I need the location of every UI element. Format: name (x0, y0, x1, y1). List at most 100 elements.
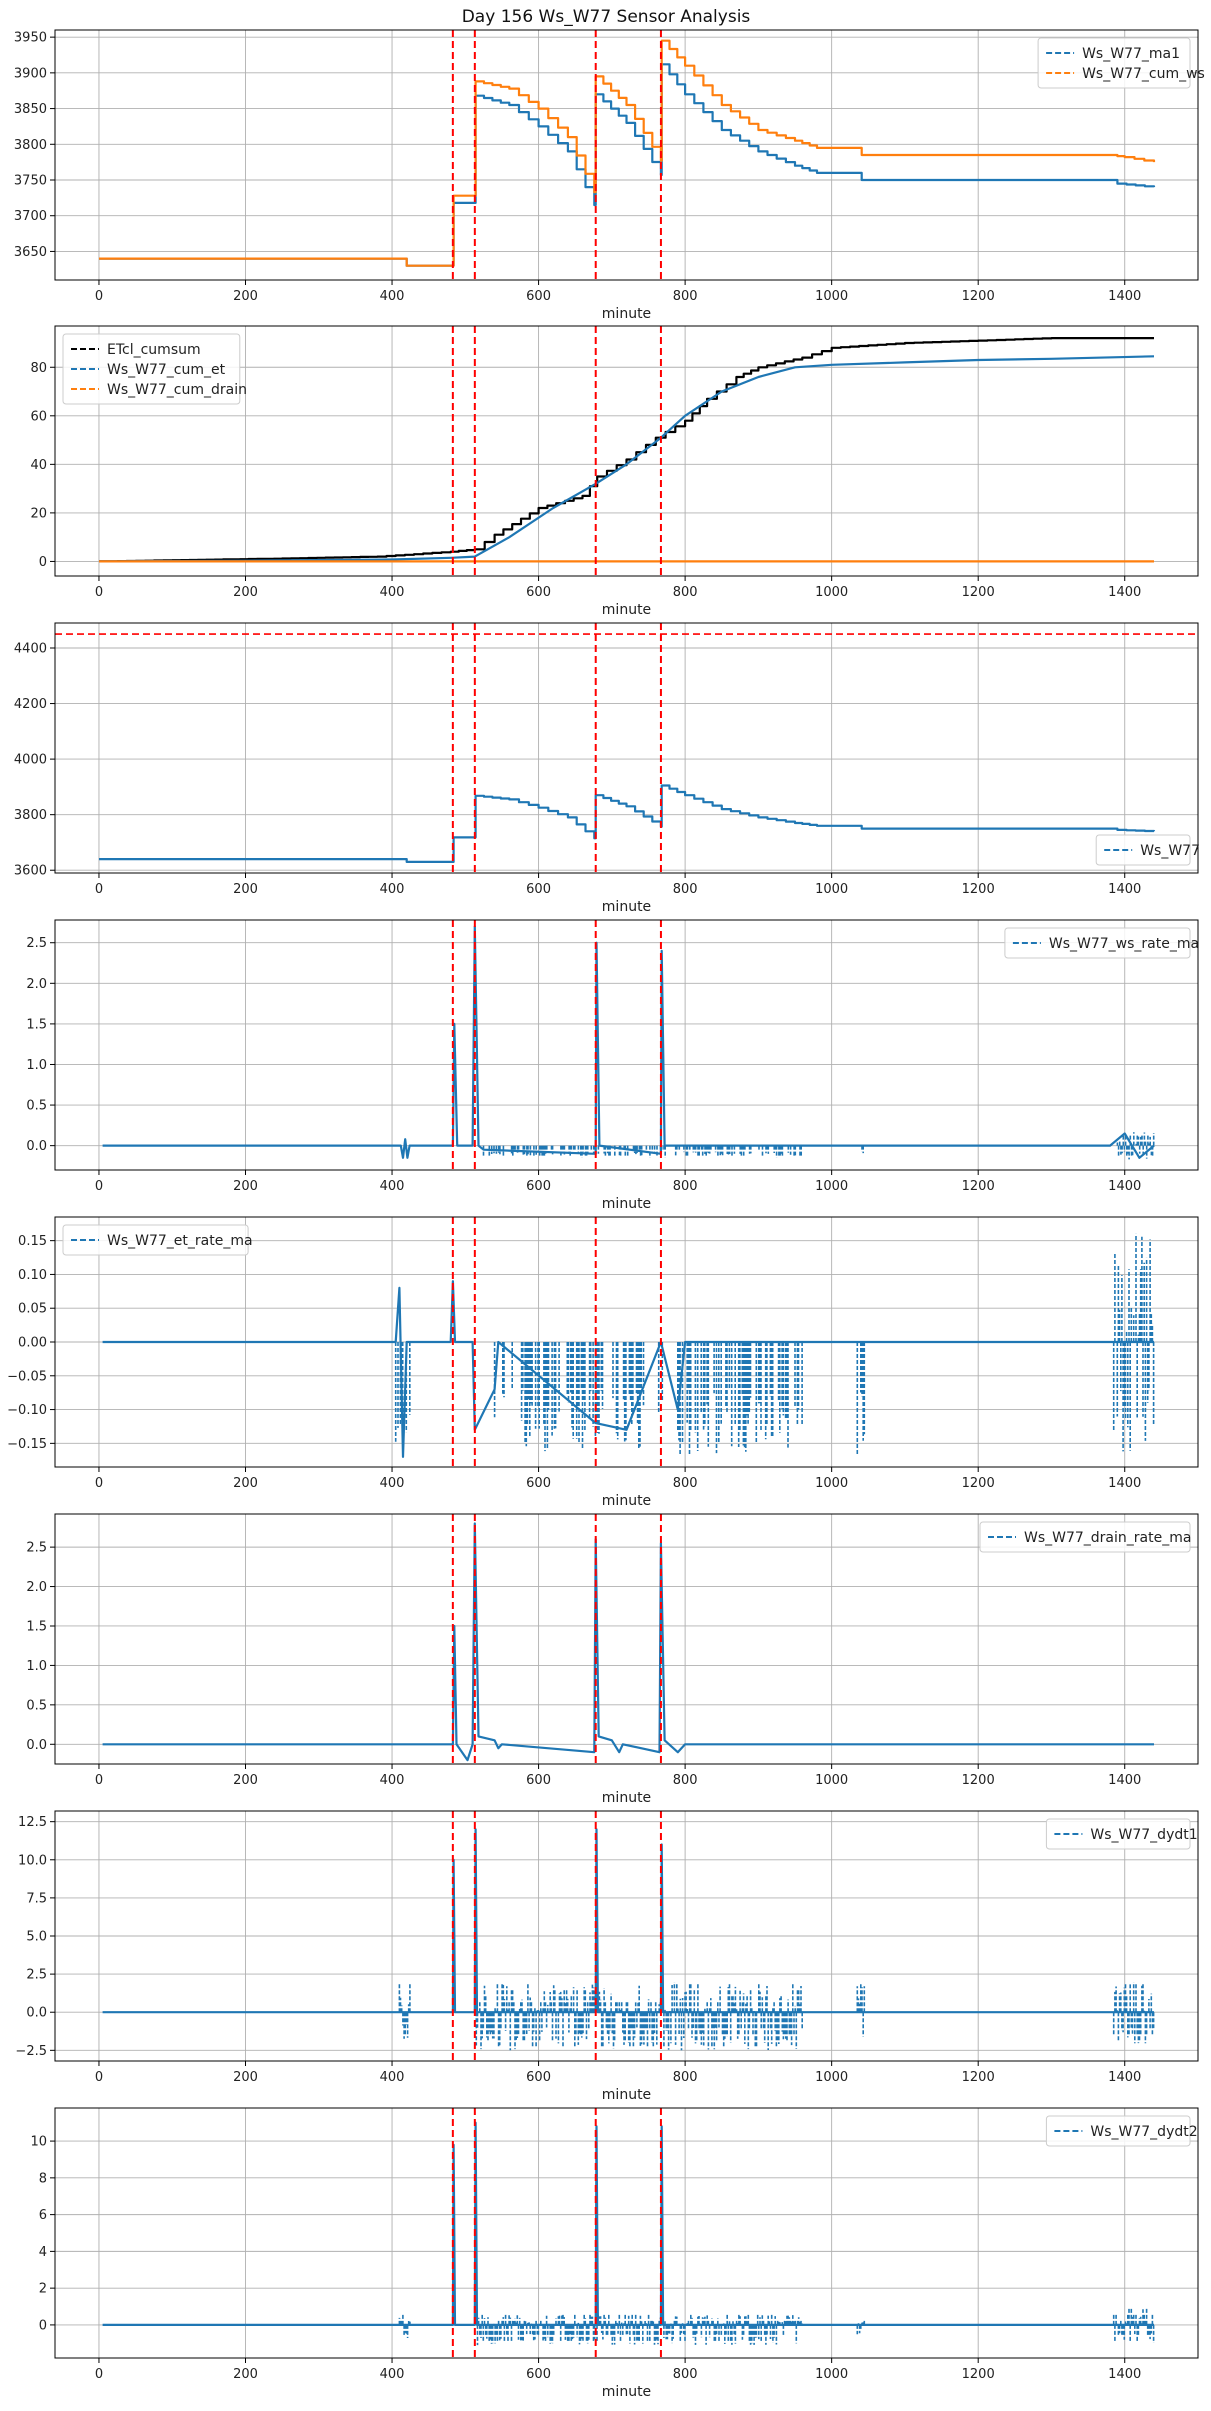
y-tick-label: 40 (30, 458, 47, 473)
x-tick-label: 0 (95, 1179, 103, 1194)
legend-label: Ws_W77 (1140, 843, 1200, 859)
legend-label: Ws_W77_cum_et (107, 362, 226, 378)
y-tick-label: 1.5 (26, 1017, 47, 1032)
y-tick-label: 1.0 (26, 1058, 47, 1073)
x-tick-label: 1400 (1108, 1476, 1141, 1491)
plot-area (102, 2108, 1155, 2358)
x-tick-label: 600 (526, 1179, 551, 1194)
legend-label: Ws_W77_cum_drain (107, 382, 247, 398)
plot-area (98, 326, 1155, 576)
x-tick-label: 1400 (1108, 2070, 1141, 2085)
x-tick-label: 200 (233, 289, 258, 304)
subplot-3: 0 200 400 600 800 1000 1200 1400 3600 3800 4000 420… (14, 622, 1200, 915)
x-tick-label: 400 (380, 2070, 405, 2085)
noise-burst (475, 2313, 803, 2346)
legend-label: Ws_W77_ma1 (1082, 46, 1180, 62)
y-tick-label: 3600 (14, 864, 47, 879)
y-tick-label: 7.5 (26, 1891, 47, 1906)
x-axis-label: minute (602, 602, 651, 618)
x-axis-label: minute (602, 1196, 651, 1212)
x-tick-label: 600 (526, 289, 551, 304)
y-tick-label: 60 (30, 409, 47, 424)
x-tick-label: 1000 (815, 1476, 848, 1491)
y-tick-label: 0.5 (26, 1099, 47, 1114)
legend-box (1045, 1818, 1191, 1850)
x-tick-label: 1200 (962, 585, 995, 600)
x-tick-label: 200 (233, 585, 258, 600)
y-tick-label: 8 (39, 2171, 47, 2186)
y-tick-label: 0.0 (26, 2006, 47, 2021)
noise-burst (856, 2320, 866, 2335)
y-tick-label: 3850 (14, 102, 47, 117)
series-Ws_W77_drain_rate_ma (102, 1522, 1154, 1762)
y-tick-label: 3750 (14, 174, 47, 189)
x-tick-label: 1400 (1108, 289, 1141, 304)
x-tick-label: 1000 (815, 1179, 848, 1194)
legend-label: Ws_W77_et_rate_ma (107, 1233, 253, 1249)
x-tick-label: 1200 (962, 1179, 995, 1194)
noise-burst (475, 1982, 803, 2051)
x-axis-label: minute (602, 899, 651, 915)
x-tick-label: 200 (233, 2070, 258, 2085)
series-ETcl_cumsum (99, 337, 1154, 563)
y-tick-label: 0.05 (18, 1302, 47, 1317)
noise-burst (856, 1983, 866, 2037)
x-tick-label: 1200 (962, 2070, 995, 2085)
x-tick-label: 400 (380, 289, 405, 304)
y-tick-label: 4400 (14, 642, 47, 657)
x-tick-label: 200 (233, 1773, 258, 1788)
legend: Ws_W77_dydt2 (1045, 2115, 1198, 2147)
x-axis-label: minute (602, 2384, 651, 2400)
x-tick-label: 800 (673, 2070, 698, 2085)
x-tick-label: 1000 (815, 289, 848, 304)
y-tick-label: 4 (39, 2245, 47, 2260)
x-tick-label: 1000 (815, 2367, 848, 2382)
noise-burst (482, 1145, 802, 1158)
x-tick-label: 800 (673, 2367, 698, 2382)
subplot-4: 0 200 400 600 800 1000 1200 1400 0.0 0.5 1.0 1.5 2.0… (26, 919, 1199, 1212)
x-tick-label: 600 (526, 585, 551, 600)
y-tick-label: 3900 (14, 66, 47, 81)
axes-frame (54, 325, 1199, 577)
x-tick-label: 400 (380, 882, 405, 897)
noise-burst (493, 1342, 604, 1452)
subplot-7: 0 200 400 600 800 1000 1200 1400 −2.5 0.0 2.5 5.0 7.… (15, 1810, 1199, 2103)
legend-label: Ws_W77_dydt1 (1090, 1827, 1197, 1843)
x-tick-label: 0 (95, 585, 103, 600)
y-tick-label: 12.5 (18, 1815, 47, 1830)
x-tick-label: 1200 (962, 289, 995, 304)
noise-burst (677, 1342, 803, 1455)
x-tick-label: 600 (526, 1476, 551, 1491)
x-tick-label: 0 (95, 1773, 103, 1788)
x-tick-label: 400 (380, 2367, 405, 2382)
y-tick-label: 10 (30, 2135, 47, 2150)
y-tick-label: 4000 (14, 753, 47, 768)
noise-burst (398, 1983, 411, 2039)
legend: Ws_W77 (1095, 834, 1200, 866)
y-tick-label: 2.5 (26, 936, 47, 951)
y-tick-label: 3800 (14, 138, 47, 153)
x-tick-label: 400 (380, 1773, 405, 1788)
x-tick-label: 1000 (815, 1773, 848, 1788)
x-tick-label: 0 (95, 2070, 103, 2085)
noise-burst (612, 1342, 664, 1449)
grid (55, 30, 1198, 280)
y-tick-label: 0 (39, 2318, 47, 2333)
y-tick-label: −0.05 (7, 1369, 47, 1384)
y-tick-label: 0.0 (26, 1139, 47, 1154)
x-tick-label: 1200 (962, 1476, 995, 1491)
y-tick-label: 6 (39, 2208, 47, 2223)
x-axis-label: minute (602, 1493, 651, 1509)
x-tick-label: 1400 (1108, 882, 1141, 897)
y-tick-label: 3650 (14, 245, 47, 260)
y-tick-label: 3800 (14, 808, 47, 823)
series-Ws_W77_ma1 (99, 63, 1156, 267)
plot-area (102, 1217, 1155, 1467)
y-tick-label: 20 (30, 506, 47, 521)
x-tick-label: 800 (673, 882, 698, 897)
legend: Ws_W77_ws_rate_ma (1004, 927, 1199, 959)
x-axis-label: minute (602, 2087, 651, 2103)
legend: Ws_W77_et_rate_ma (62, 1224, 253, 1256)
y-tick-label: 2.5 (26, 1968, 47, 1983)
